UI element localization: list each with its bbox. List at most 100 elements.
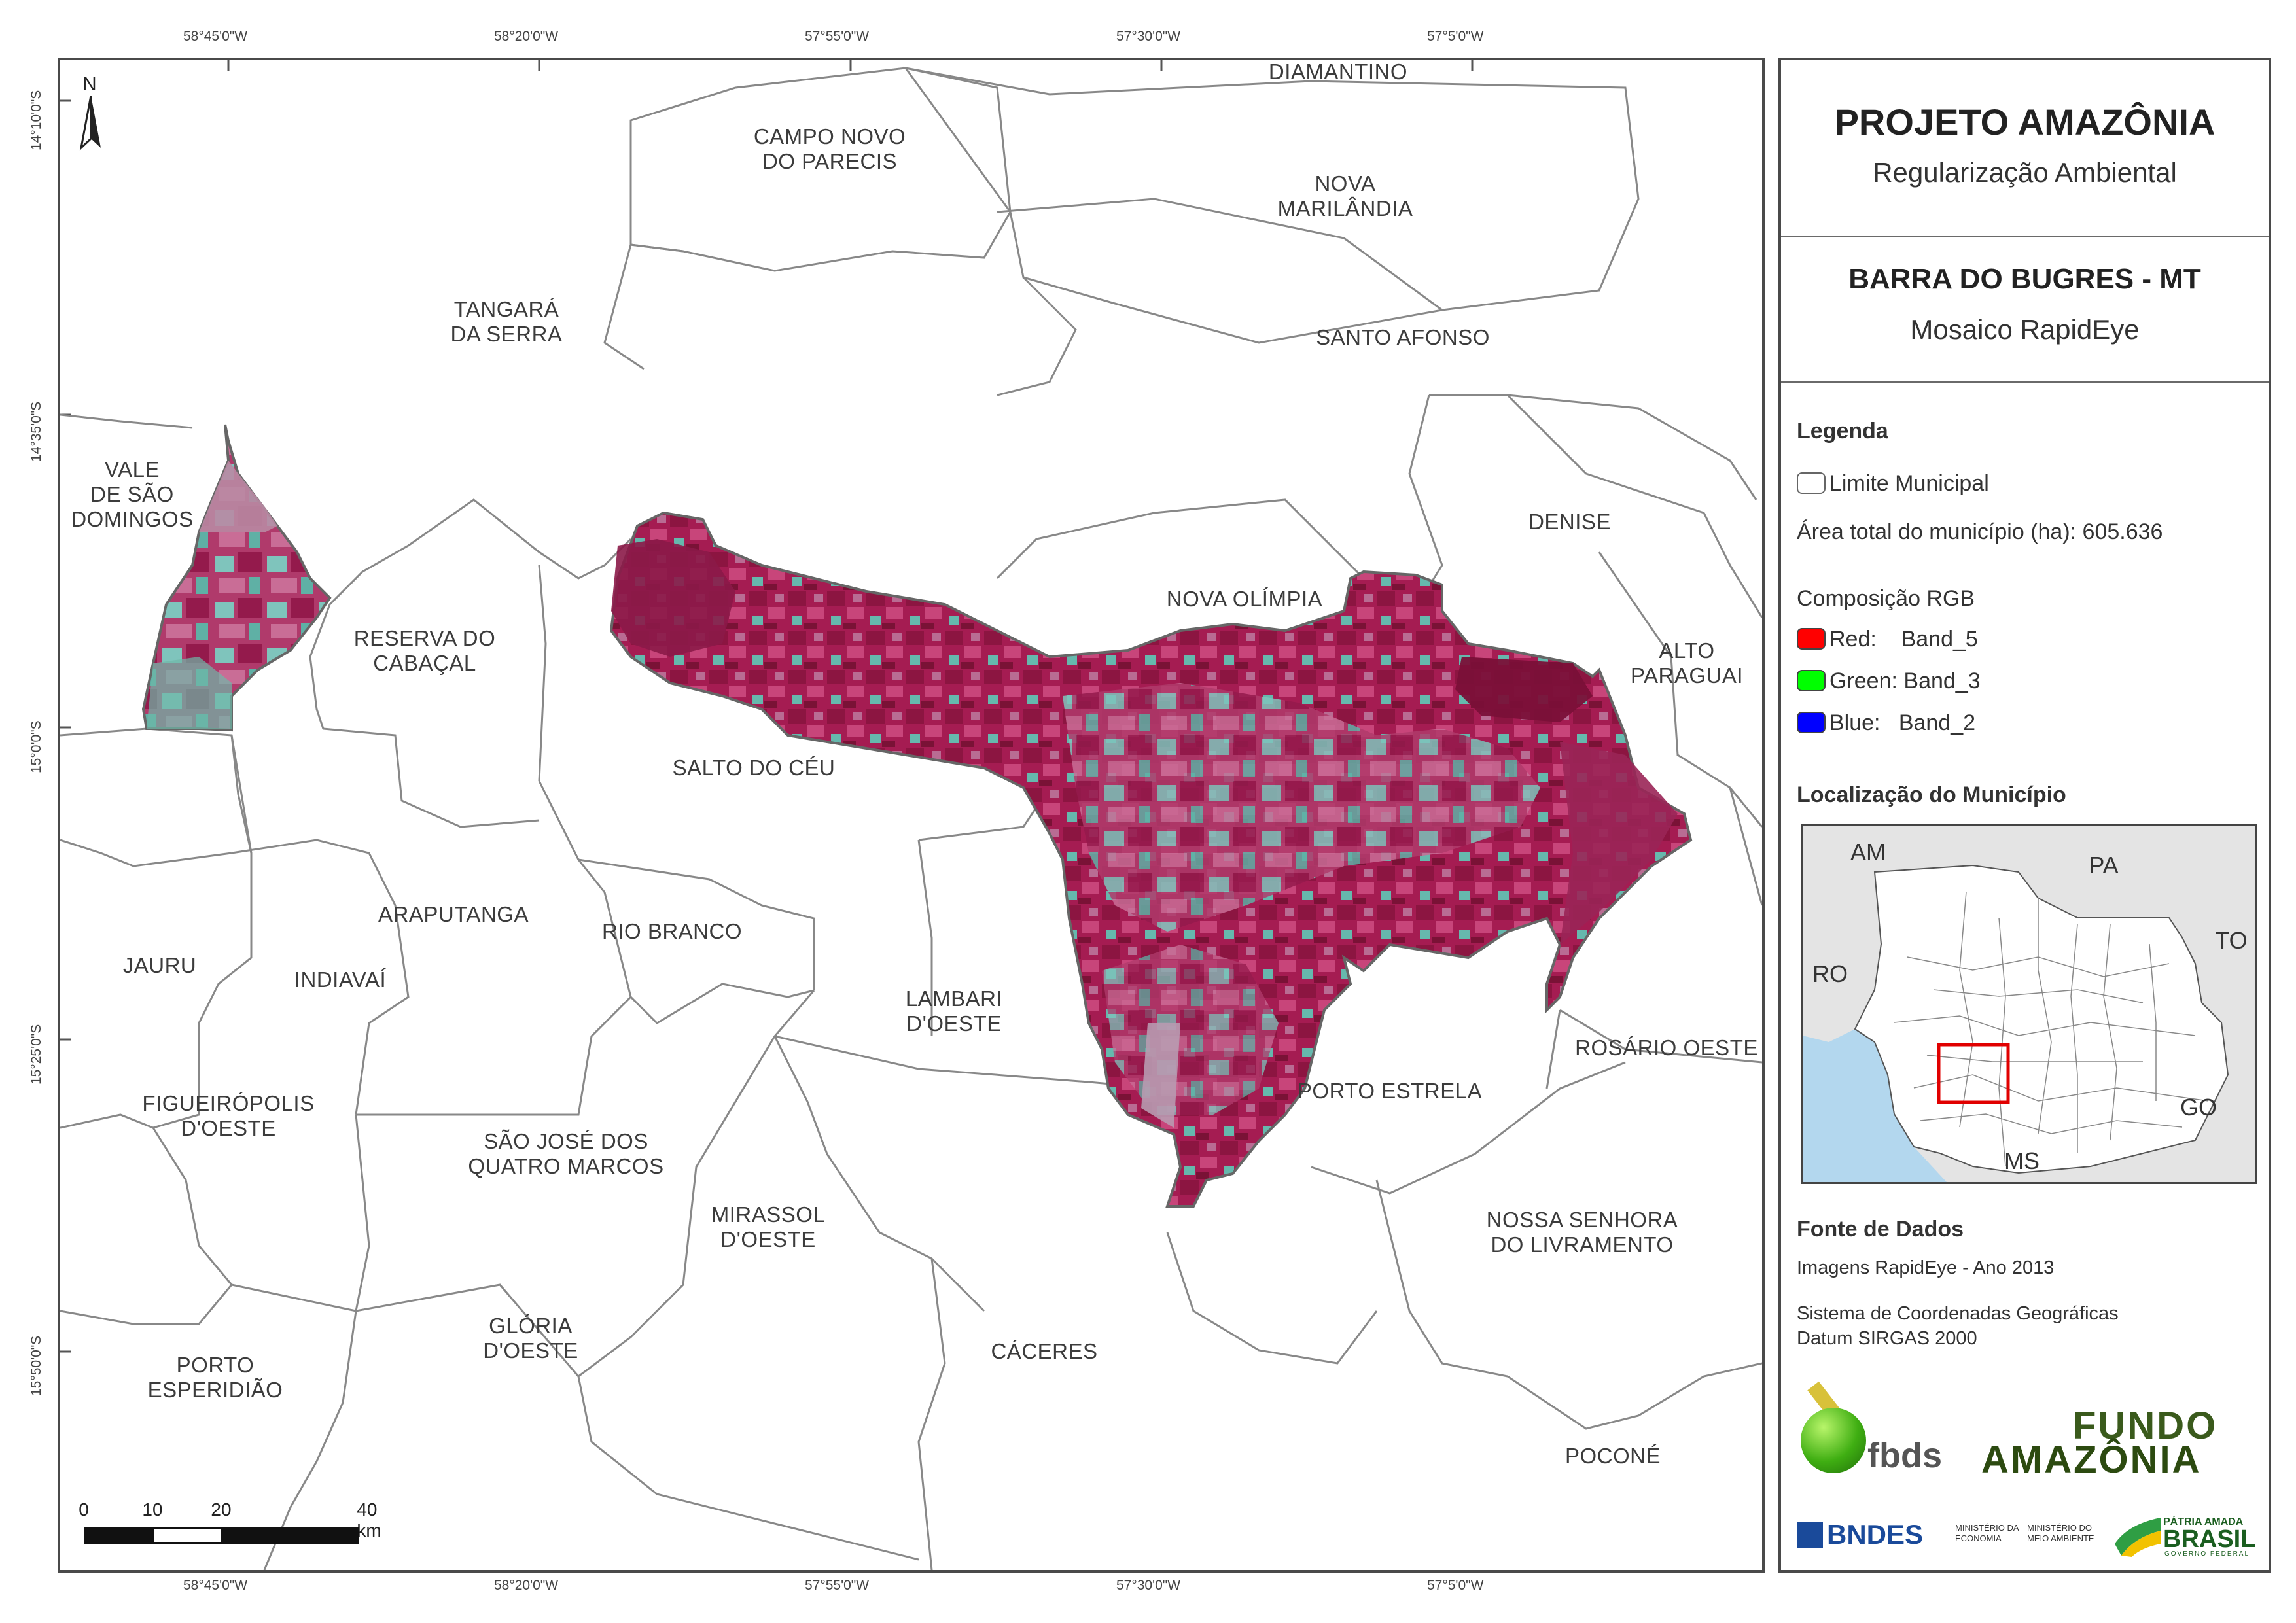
mosaic-label: Mosaico RapidEye bbox=[1910, 314, 2140, 345]
coord-label: 14°35'0"S bbox=[29, 401, 44, 462]
coord-label: 57°5'0"W bbox=[1427, 29, 1484, 44]
fbds-text: fbds bbox=[1867, 1436, 1942, 1475]
rgb-green-label: Green: Band_3 bbox=[1829, 669, 1981, 693]
rgb-red-label: Red: Band_5 bbox=[1829, 627, 1978, 652]
barra-do-bugres-mosaic bbox=[609, 511, 1693, 1208]
datum: Datum SIRGAS 2000 bbox=[1797, 1328, 1977, 1349]
location-map: AM PA RO TO GO MS bbox=[1801, 824, 2257, 1184]
coord-label: 57°30'0"W bbox=[1116, 1578, 1181, 1593]
bndes-text: BNDES bbox=[1827, 1519, 1924, 1550]
map-frame[interactable]: N DIAMANTINO CAMPO NOVO DO PARECIS NOVA … bbox=[58, 58, 1765, 1573]
coord-label: 57°30'0"W bbox=[1116, 29, 1181, 44]
green-swatch bbox=[1797, 670, 1826, 691]
label-porto-esperidiao: PORTO ESPERIDIÃO bbox=[147, 1353, 283, 1402]
coord-system: Sistema de Coordenadas Geográficas bbox=[1797, 1303, 2119, 1324]
rgb-blue-label: Blue: Band_2 bbox=[1829, 710, 1976, 735]
coord-label: 58°45'0"W bbox=[183, 1578, 248, 1593]
legend-title: Legenda bbox=[1797, 419, 1888, 444]
coord-label: 57°55'0"W bbox=[805, 1578, 870, 1593]
state-label: GO bbox=[2180, 1094, 2217, 1121]
governo-text: GOVERNO FEDERAL bbox=[2164, 1550, 2250, 1558]
scale-label: 20 bbox=[211, 1499, 232, 1520]
label-nossa-senhora: NOSSA SENHORA DO LIVRAMENTO bbox=[1486, 1208, 1678, 1257]
label-denise: DENISE bbox=[1528, 510, 1611, 534]
amazonia-text: AMAZÔNIA bbox=[1981, 1439, 2202, 1481]
municipality-locator-box bbox=[1937, 1043, 2010, 1104]
scale-label: 10 bbox=[142, 1499, 163, 1520]
coord-label: 14°10'0"S bbox=[29, 90, 44, 150]
legend-limit-label: Limite Municipal bbox=[1829, 471, 1989, 496]
western-mosaic-fragment bbox=[141, 424, 332, 732]
project-title: PROJETO AMAZÔNIA bbox=[1834, 101, 2216, 143]
brasil-text: BRASIL bbox=[2163, 1526, 2256, 1553]
divider bbox=[1781, 381, 2269, 383]
label-diamantino: DIAMANTINO bbox=[1268, 60, 1408, 84]
north-arrow: N bbox=[75, 73, 107, 152]
fundo-amazonia-logo: FUNDO AMAZÔNIA bbox=[1981, 1404, 2256, 1482]
divider bbox=[1781, 236, 2269, 237]
project-subtitle: Regularização Ambiental bbox=[1873, 157, 2177, 188]
municipality-title: BARRA DO BUGRES - MT bbox=[1848, 263, 2201, 295]
label-figueiropolis: FIGUEIRÓPOLIS D'OESTE bbox=[142, 1091, 315, 1140]
location-title: Localização do Município bbox=[1797, 782, 2066, 807]
rgb-title: Composição RGB bbox=[1797, 586, 1975, 611]
coord-label: 15°25'0"S bbox=[29, 1024, 44, 1085]
north-label: N bbox=[82, 73, 97, 95]
location-map-canvas bbox=[1803, 826, 2255, 1182]
bndes-logo: BNDES bbox=[1797, 1518, 1960, 1557]
min-ambiente: MINISTÉRIO DO MEIO AMBIENTE bbox=[2027, 1523, 2094, 1543]
label-indiavai: INDIAVAÍ bbox=[294, 968, 387, 992]
state-label: MS bbox=[2004, 1147, 2040, 1174]
label-alto-paraguai: ALTO PARAGUAI bbox=[1630, 638, 1744, 688]
red-swatch bbox=[1797, 628, 1826, 650]
coord-label: 15°0'0"S bbox=[29, 720, 44, 773]
label-porto-estrela: PORTO ESTRELA bbox=[1297, 1079, 1483, 1103]
label-campo-novo: CAMPO NOVO DO PARECIS bbox=[753, 124, 906, 173]
label-rosario-oeste: ROSÁRIO OESTE bbox=[1575, 1036, 1758, 1060]
state-label: PA bbox=[2089, 852, 2119, 879]
label-santo-afonso: SANTO AFONSO bbox=[1316, 325, 1490, 349]
brasil-logo: PÁTRIA AMADA BRASIL GOVERNO FEDERAL bbox=[2115, 1515, 2259, 1561]
source-images: Imagens RapidEye - Ano 2013 bbox=[1797, 1257, 2055, 1278]
north-arrow-icon bbox=[79, 96, 101, 151]
coord-label: 58°20'0"W bbox=[494, 29, 559, 44]
label-vale-sao-domingos: VALE DE SÃO DOMINGOS bbox=[71, 457, 194, 531]
blue-swatch bbox=[1797, 712, 1826, 733]
map-canvas[interactable] bbox=[60, 60, 1762, 1570]
coord-label: 57°55'0"W bbox=[805, 29, 870, 44]
state-label: AM bbox=[1850, 839, 1886, 865]
label-salto-do-ceu: SALTO DO CÉU bbox=[672, 756, 836, 780]
coord-label: 57°5'0"W bbox=[1427, 1578, 1484, 1593]
label-pocone: POCONÉ bbox=[1564, 1444, 1661, 1468]
label-nova-olimpia: NOVA OLÍMPIA bbox=[1166, 587, 1323, 611]
state-label: RO bbox=[1812, 960, 1848, 987]
area-total: Área total do município (ha): 605.636 bbox=[1797, 519, 2163, 544]
brasil-flag-icon bbox=[2115, 1518, 2161, 1557]
coord-label: 58°20'0"W bbox=[494, 1578, 559, 1593]
label-gloria: GLÓRIA D'OESTE bbox=[483, 1314, 578, 1363]
label-mirassol: MIRASSOL D'OESTE bbox=[711, 1202, 826, 1251]
label-jauru: JAURU bbox=[122, 953, 197, 977]
min-economia: MINISTÉRIO DA ECONOMIA bbox=[1955, 1523, 2019, 1543]
label-tangara: TANGARÁ DA SERRA bbox=[450, 297, 563, 346]
fundo-text: FUNDO bbox=[2073, 1405, 2218, 1447]
scale-bar-graphic bbox=[84, 1527, 359, 1544]
patria-text: PÁTRIA AMADA bbox=[2163, 1516, 2244, 1527]
label-reserva-cabacal: RESERVA DO CABAÇAL bbox=[353, 626, 496, 675]
state-label: TO bbox=[2215, 927, 2248, 954]
label-araputanga: ARAPUTANGA bbox=[378, 902, 529, 926]
label-rio-branco: RIO BRANCO bbox=[601, 919, 743, 943]
label-lambari: LAMBARI D'OESTE bbox=[905, 986, 1003, 1036]
legend-panel: PROJETO AMAZÔNIA Regularização Ambiental… bbox=[1778, 58, 2271, 1573]
fbds-logo: fbds bbox=[1797, 1375, 1954, 1475]
sources-title: Fonte de Dados bbox=[1797, 1217, 1964, 1242]
municipal-limit-swatch bbox=[1797, 472, 1826, 494]
label-nova-marilandia: NOVA MARILÂNDIA bbox=[1277, 171, 1413, 220]
coord-label: 15°50'0"S bbox=[29, 1335, 44, 1396]
scale-bar: 0 10 20 40 km bbox=[79, 1499, 385, 1552]
coord-label: 58°45'0"W bbox=[183, 29, 248, 44]
scale-label: 40 km bbox=[357, 1499, 381, 1541]
scale-label: 0 bbox=[79, 1499, 89, 1520]
label-caceres: CÁCERES bbox=[991, 1339, 1098, 1363]
label-sao-jose: SÃO JOSÉ DOS QUATRO MARCOS bbox=[468, 1129, 664, 1178]
